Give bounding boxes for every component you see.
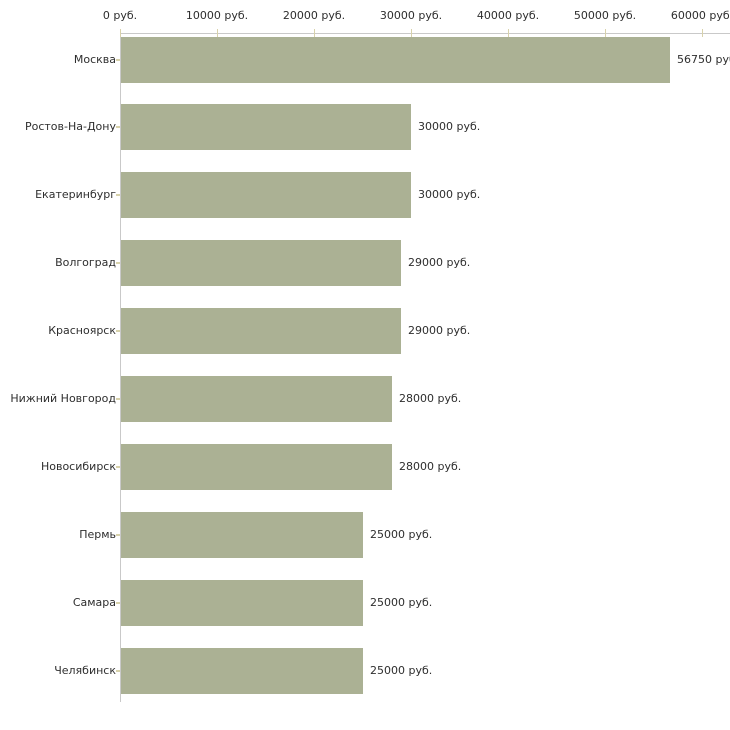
category-tick <box>116 602 120 604</box>
category-label: Ростов-На-Дону <box>24 120 116 133</box>
bar <box>121 104 411 150</box>
x-axis-tick <box>411 29 412 37</box>
category-tick <box>116 534 120 536</box>
bar <box>121 376 392 422</box>
category-label: Новосибирск <box>40 460 116 473</box>
value-label: 30000 руб. <box>418 120 481 133</box>
value-label: 25000 руб. <box>370 528 433 541</box>
y-axis-line <box>120 33 121 702</box>
category-tick <box>116 194 120 196</box>
x-axis-tick-label: 30000 руб. <box>379 9 443 22</box>
value-label: 56750 руб. <box>677 53 730 66</box>
category-tick <box>116 670 120 672</box>
bar <box>121 240 401 286</box>
x-axis-line <box>120 33 730 34</box>
value-label: 29000 руб. <box>408 256 471 269</box>
category-tick <box>116 126 120 128</box>
category-label: Волгоград <box>55 256 116 269</box>
category-label: Красноярск <box>48 324 116 337</box>
value-label: 28000 руб. <box>399 460 462 473</box>
category-label: Челябинск <box>54 664 116 677</box>
x-axis-tick <box>508 29 509 37</box>
x-axis-tick <box>217 29 218 37</box>
x-axis-tick-label: 10000 руб. <box>185 9 249 22</box>
x-axis-tick-label: 20000 руб. <box>282 9 346 22</box>
bar <box>121 37 670 83</box>
category-tick <box>116 466 120 468</box>
x-axis-tick <box>605 29 606 37</box>
bar <box>121 444 392 490</box>
category-tick <box>116 330 120 332</box>
category-tick <box>116 59 120 61</box>
x-axis-tick <box>314 29 315 37</box>
x-axis-tick <box>702 29 703 37</box>
x-axis-tick-label: 40000 руб. <box>476 9 540 22</box>
value-label: 25000 руб. <box>370 596 433 609</box>
bar <box>121 308 401 354</box>
value-label: 29000 руб. <box>408 324 471 337</box>
value-label: 25000 руб. <box>370 664 433 677</box>
category-label: Пермь <box>79 528 116 541</box>
bar <box>121 580 363 626</box>
value-label: 28000 руб. <box>399 392 462 405</box>
x-axis-tick-label: 60000 руб. <box>670 9 730 22</box>
value-label: 30000 руб. <box>418 188 481 201</box>
bar <box>121 512 363 558</box>
category-label: Нижний Новгород <box>10 392 116 405</box>
x-axis-tick <box>120 29 121 37</box>
bar <box>121 648 363 694</box>
category-label: Москва <box>73 53 116 66</box>
category-tick <box>116 398 120 400</box>
category-label: Самара <box>72 596 116 609</box>
x-axis-tick-label: 50000 руб. <box>573 9 637 22</box>
category-tick <box>116 262 120 264</box>
category-label: Екатеринбург <box>35 188 116 201</box>
bar <box>121 172 411 218</box>
x-axis-tick-label: 0 руб. <box>102 9 138 22</box>
